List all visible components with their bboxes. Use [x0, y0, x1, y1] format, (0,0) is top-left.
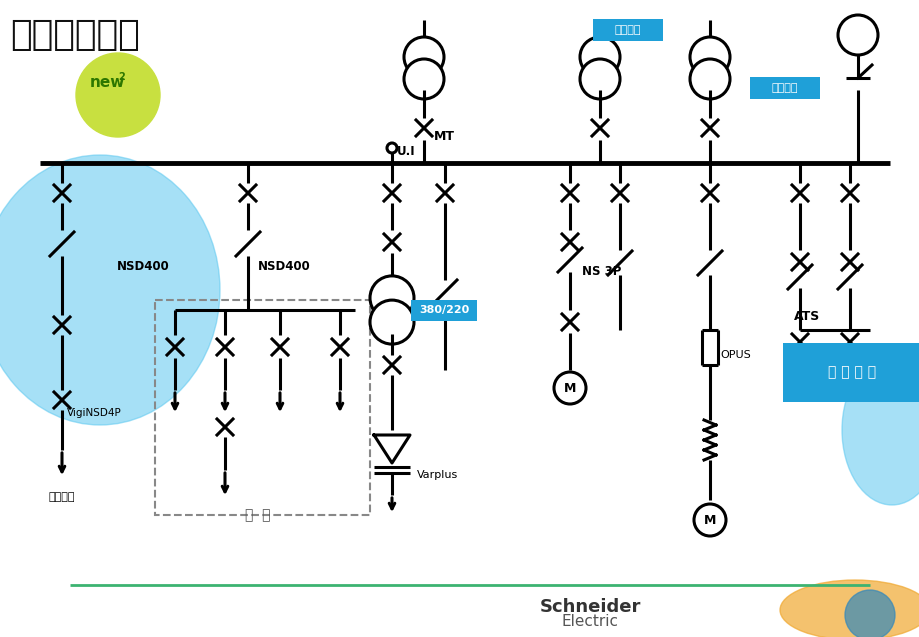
Text: ATS: ATS: [793, 310, 819, 323]
Text: NSD400: NSD400: [257, 260, 311, 273]
Circle shape: [553, 372, 585, 404]
Ellipse shape: [841, 355, 919, 505]
Ellipse shape: [779, 580, 919, 637]
Bar: [154, 300, 369, 515]
Text: new: new: [90, 75, 125, 90]
Text: G: G: [851, 28, 863, 42]
Text: Electric: Electric: [561, 614, 618, 629]
Text: 终端配电: 终端配电: [49, 492, 75, 502]
Text: M: M: [703, 513, 715, 527]
Text: VigiNSD4P: VigiNSD4P: [67, 408, 121, 418]
FancyBboxPatch shape: [782, 343, 919, 402]
Text: 2: 2: [118, 72, 125, 82]
Text: MT: MT: [434, 130, 455, 143]
Text: Varplus: Varplus: [416, 470, 458, 480]
FancyBboxPatch shape: [749, 77, 819, 99]
Circle shape: [403, 37, 444, 77]
Circle shape: [837, 15, 877, 55]
Text: M: M: [563, 382, 575, 394]
Text: 隔离开关: 隔离开关: [771, 83, 798, 93]
Circle shape: [689, 59, 729, 99]
Circle shape: [369, 300, 414, 344]
Ellipse shape: [0, 155, 220, 425]
Circle shape: [387, 143, 397, 153]
Circle shape: [369, 276, 414, 320]
Text: NS 3P: NS 3P: [582, 265, 620, 278]
Text: U.I: U.I: [397, 145, 415, 158]
Text: OPUS: OPUS: [720, 350, 750, 360]
Circle shape: [693, 504, 725, 536]
Text: 380/220: 380/220: [418, 305, 469, 315]
Circle shape: [76, 53, 160, 137]
Text: 低压配电系统: 低压配电系统: [10, 18, 140, 52]
Circle shape: [689, 37, 729, 77]
Text: 负荷开关: 负荷开关: [614, 25, 641, 35]
Circle shape: [579, 37, 619, 77]
Circle shape: [403, 59, 444, 99]
Text: Schneider: Schneider: [539, 598, 640, 616]
Text: NSD400: NSD400: [117, 260, 170, 273]
Circle shape: [579, 59, 619, 99]
FancyBboxPatch shape: [411, 299, 476, 320]
Circle shape: [844, 590, 894, 637]
Text: 重 要 负 荷: 重 要 负 荷: [827, 365, 875, 379]
Text: 三  箱: 三 箱: [245, 508, 270, 522]
FancyBboxPatch shape: [593, 19, 663, 41]
